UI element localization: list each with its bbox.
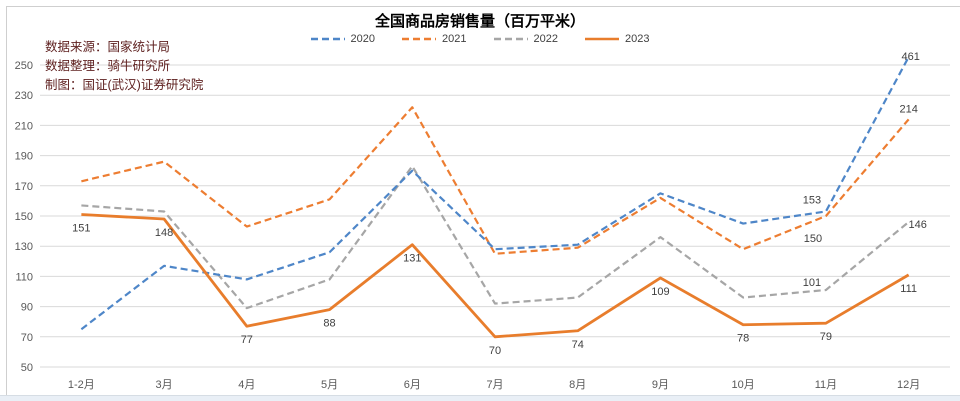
annotation-block: 数据来源：国家统计局 数据整理：骑牛研究所 制图：国证(武汉)证券研究院	[45, 38, 203, 95]
point-label-2021-12月: 214	[899, 103, 917, 115]
x-tick-label: 8月	[569, 379, 586, 391]
point-label-2023-10月: 78	[737, 333, 749, 345]
legend-item-2022: 2022	[493, 33, 558, 45]
series-line-2021	[81, 106, 910, 255]
y-tick-label: 230	[15, 90, 33, 102]
annotation-credit: 制图：国证(武汉)证券研究院	[45, 78, 204, 92]
legend-line-sample-2022	[493, 37, 528, 41]
point-label-2023-1-2月: 151	[72, 222, 90, 234]
legend-label: 2022	[533, 33, 558, 45]
x-tick-label: 11月	[815, 379, 837, 391]
point-label-2023-7月: 70	[489, 345, 501, 357]
y-tick-label: 210	[15, 120, 33, 132]
y-tick-label: 150	[15, 211, 33, 223]
point-label-2023-12月: 111	[900, 283, 917, 295]
point-label-2023-11月: 79	[820, 331, 832, 343]
bottom-strip	[0, 395, 960, 401]
legend-line-sample-2021	[402, 37, 437, 41]
point-label-2021-11月: 150	[804, 233, 822, 245]
legend-line-sample-2020	[310, 37, 345, 41]
legend-label: 2021	[442, 33, 467, 45]
y-tick-label: 170	[15, 181, 33, 193]
x-tick-label: 4月	[238, 379, 255, 391]
legend-label: 2023	[624, 33, 650, 45]
point-label-2022-11月: 101	[803, 277, 821, 289]
series-line-2023	[81, 213, 910, 339]
series-line-2022	[81, 165, 910, 310]
series-line-2020	[80, 56, 910, 331]
point-label-2020-12月: 461	[901, 51, 919, 63]
legend-item-2020: 2020	[310, 33, 376, 45]
y-tick-label: 50	[21, 362, 33, 374]
x-tick-label: 5月	[321, 379, 338, 391]
x-tick-label: 7月	[486, 379, 503, 391]
legend-item-2021: 2021	[402, 33, 467, 45]
legend-item-2023: 2023	[584, 33, 650, 45]
x-tick-label: 6月	[404, 379, 421, 391]
x-tick-label: 9月	[652, 379, 669, 391]
y-tick-label: 70	[21, 332, 33, 344]
point-label-2023-6月: 131	[403, 253, 421, 265]
y-tick-label: 130	[15, 241, 33, 253]
y-tick-label: 110	[15, 271, 33, 283]
y-tick-label: 250	[15, 60, 33, 72]
point-label-2023-5月: 88	[323, 318, 335, 330]
annotation-org: 数据整理：骑牛研究所	[45, 59, 171, 73]
x-tick-label: 10月	[732, 379, 755, 391]
x-tick-label: 3月	[156, 379, 173, 391]
point-label-2022-12月: 146	[908, 219, 926, 231]
legend-line-sample-2023	[584, 37, 619, 41]
frame-left-border	[6, 6, 7, 396]
y-tick-label: 90	[21, 302, 33, 314]
point-label-2023-4月: 77	[241, 334, 253, 346]
x-tick-label: 1-2月	[68, 379, 95, 391]
chart-legend: 2020 2021 2022 2023	[0, 33, 960, 45]
annotation-source: 数据来源：国家统计局	[45, 40, 171, 54]
point-label-2023-3月: 148	[155, 227, 173, 239]
x-tick-label: 12月	[897, 379, 920, 391]
point-label-2020-11月: 153	[803, 194, 821, 206]
legend-label: 2020	[350, 33, 376, 45]
chart-title: 全国商品房销售量（百万平米）	[374, 13, 585, 30]
point-label-2023-8月: 74	[572, 339, 584, 351]
y-tick-label: 190	[15, 151, 33, 163]
frame-top-border	[6, 6, 960, 7]
point-label-2023-9月: 109	[651, 286, 669, 298]
